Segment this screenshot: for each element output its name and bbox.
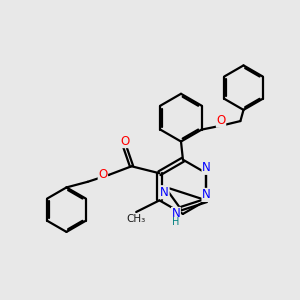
Text: O: O — [120, 135, 129, 148]
Text: N: N — [202, 188, 211, 201]
Text: N: N — [202, 161, 211, 174]
Text: O: O — [98, 168, 107, 181]
Text: N: N — [172, 207, 180, 220]
Text: H: H — [172, 218, 180, 227]
Text: N: N — [160, 186, 169, 199]
Text: CH₃: CH₃ — [126, 214, 146, 224]
Text: O: O — [216, 114, 226, 127]
